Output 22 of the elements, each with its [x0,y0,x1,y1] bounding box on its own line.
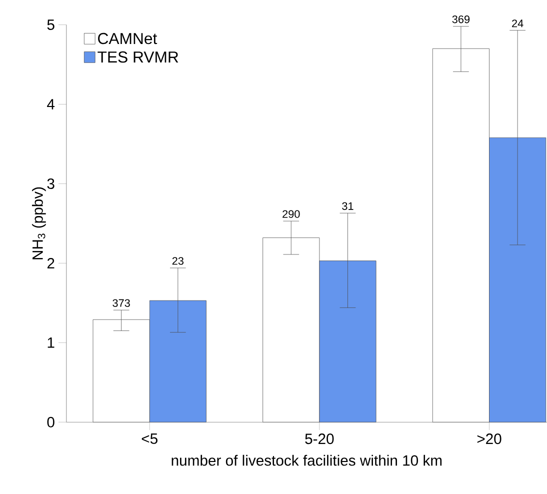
annotation: 23 [172,256,184,265]
y-tick-label: 3 [47,178,54,189]
annotation: 290 [282,210,300,218]
x-tick-label: 5-20 [305,433,334,444]
y-tick-label: 4 [47,98,55,110]
y-axis-title: NH$_{3}$ (ppbv) [32,187,46,260]
legend-label: CAMNet [98,32,158,44]
x-tick-label: >20 [477,433,502,444]
annotation: 373 [112,298,130,307]
y-tick-label: 2 [47,258,54,268]
y-tick-label: 0 [47,416,54,428]
y-tick-label: 5 [47,19,54,30]
legend-label: TES RVMR [98,51,178,62]
annotation: 24 [512,19,524,27]
x-axis-title: number of livestock facilities within 10 km [172,454,442,466]
bar [319,260,376,422]
bar [149,300,206,422]
x-tick-label: <5 [142,433,158,444]
text: 369 [452,15,470,23]
bar [489,137,546,422]
y-tick-label: 1 [48,337,54,348]
annotation: 31 [342,202,354,210]
